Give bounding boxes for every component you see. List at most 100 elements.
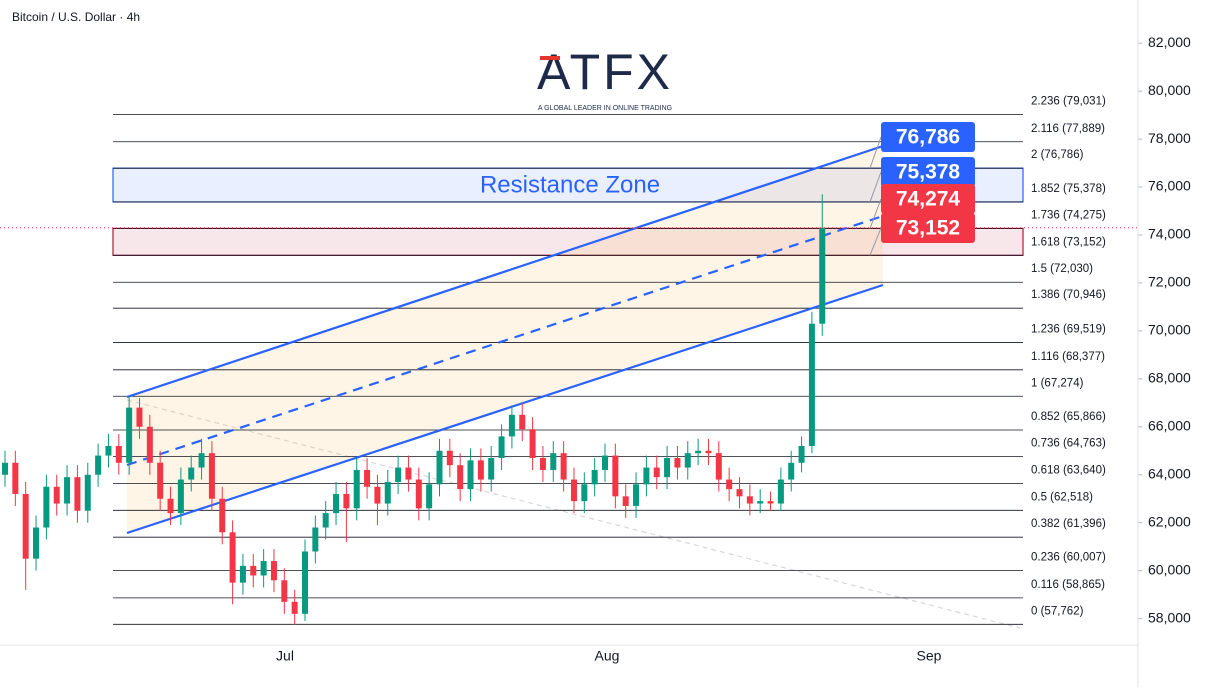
- y-tick-label: 76,000: [1148, 178, 1191, 194]
- candle-body: [312, 527, 319, 552]
- y-tick-label: 60,000: [1148, 561, 1191, 577]
- price-tag-label: 73,152: [896, 217, 960, 240]
- candle-body: [457, 465, 464, 490]
- candle-body: [291, 601, 298, 614]
- y-tick-label: 80,000: [1148, 82, 1191, 98]
- candle-body: [736, 489, 743, 497]
- candle-body: [529, 429, 536, 458]
- candle-body: [177, 479, 184, 514]
- candle-body: [22, 493, 29, 559]
- candle-body: [2, 462, 8, 475]
- candle-body: [695, 450, 702, 454]
- fib-label: 0.236 (60,007): [1031, 552, 1106, 564]
- price-tag-label: 76,786: [896, 126, 960, 149]
- candle-body: [353, 469, 360, 509]
- candle-body: [105, 445, 112, 456]
- fib-label: 2.116 (77,889): [1031, 123, 1105, 135]
- candle-body: [602, 455, 609, 470]
- candle-body: [198, 453, 205, 468]
- candle-body: [260, 561, 267, 576]
- price-tag: [881, 213, 975, 243]
- fib-label: 1 (67,274): [1031, 377, 1084, 389]
- candle-body: [570, 479, 577, 502]
- candle-body: [550, 453, 557, 470]
- fib-label: 0.736 (64,763): [1031, 437, 1106, 449]
- y-tick-label: 70,000: [1148, 322, 1191, 338]
- candle-body: [788, 462, 795, 480]
- candle-body: [322, 513, 329, 528]
- candle-body: [581, 484, 588, 502]
- price-tag-label: 74,274: [896, 188, 961, 211]
- candle-body: [684, 453, 691, 468]
- channel-line: [126, 144, 884, 399]
- x-tick-label: Sep: [917, 648, 942, 664]
- candle-body: [250, 565, 257, 576]
- candle-body: [674, 457, 681, 468]
- candle-body: [591, 469, 598, 485]
- fib-label: 1.852 (75,378): [1031, 183, 1106, 195]
- candle-body: [767, 501, 774, 504]
- fib-label: 0.852 (65,866): [1031, 411, 1106, 423]
- candle-body: [281, 580, 288, 602]
- fib-label: 1.5 (72,030): [1031, 263, 1093, 275]
- candle-body: [239, 565, 246, 583]
- x-tick-label: Jul: [276, 648, 294, 664]
- zone-label: Resistance Zone: [480, 171, 660, 198]
- candle-body: [167, 498, 174, 514]
- candle-body: [746, 496, 753, 504]
- candle-body: [405, 467, 412, 480]
- fib-label: 0.618 (63,640): [1031, 464, 1106, 476]
- candle-body: [208, 453, 215, 499]
- channel-line: [126, 214, 884, 467]
- fib-label: 0.5 (62,518): [1031, 491, 1093, 503]
- fib-label: 0.382 (61,396): [1031, 518, 1106, 530]
- candle-body: [126, 407, 133, 463]
- candle-body: [808, 323, 815, 446]
- price-tag-label: 75,378: [896, 161, 961, 184]
- candle-body: [115, 445, 122, 463]
- candle-body: [188, 467, 195, 480]
- candle-body: [270, 561, 277, 581]
- candle-body: [633, 484, 640, 506]
- candle-body: [726, 479, 733, 490]
- candle-body: [560, 453, 567, 480]
- y-tick-label: 64,000: [1148, 465, 1191, 481]
- candle-body: [467, 460, 474, 490]
- candle-body: [229, 532, 236, 583]
- y-tick-label: 72,000: [1148, 274, 1191, 290]
- candle-body: [715, 453, 722, 480]
- candle-body: [95, 455, 102, 475]
- logo-tagline: A GLOBAL LEADER IN ONLINE TRADING: [538, 105, 672, 112]
- candle-body: [12, 462, 19, 494]
- candle-body: [343, 493, 350, 509]
- candle-body: [43, 486, 50, 528]
- y-tick-label: 78,000: [1148, 130, 1191, 146]
- fib-label: 2 (76,786): [1031, 149, 1084, 161]
- fib-label: 1.386 (70,946): [1031, 289, 1106, 301]
- candle-body: [539, 457, 546, 470]
- price-tag: [881, 184, 975, 214]
- candle-body: [705, 450, 712, 454]
- candle-body: [74, 477, 81, 511]
- candle-body: [415, 479, 422, 509]
- trend-line: [126, 399, 1021, 629]
- y-tick-label: 62,000: [1148, 513, 1191, 529]
- candle-body: [374, 486, 381, 504]
- fib-label: 1.116 (68,377): [1031, 351, 1105, 363]
- candle-body: [33, 527, 40, 559]
- candle-body: [426, 484, 433, 509]
- candle-body: [643, 467, 650, 485]
- candle-body: [364, 469, 371, 487]
- candle-body: [519, 414, 526, 430]
- fib-label: 0.116 (58,865): [1031, 579, 1105, 591]
- fib-label: 1.736 (74,275): [1031, 209, 1106, 221]
- y-tick-label: 74,000: [1148, 226, 1191, 242]
- candle-body: [84, 474, 91, 511]
- candle-body: [508, 414, 515, 437]
- candle-body: [446, 450, 453, 466]
- candle-body: [664, 457, 671, 478]
- zone: [112, 167, 1024, 203]
- candle-body: [64, 477, 71, 504]
- candle-body: [798, 445, 805, 463]
